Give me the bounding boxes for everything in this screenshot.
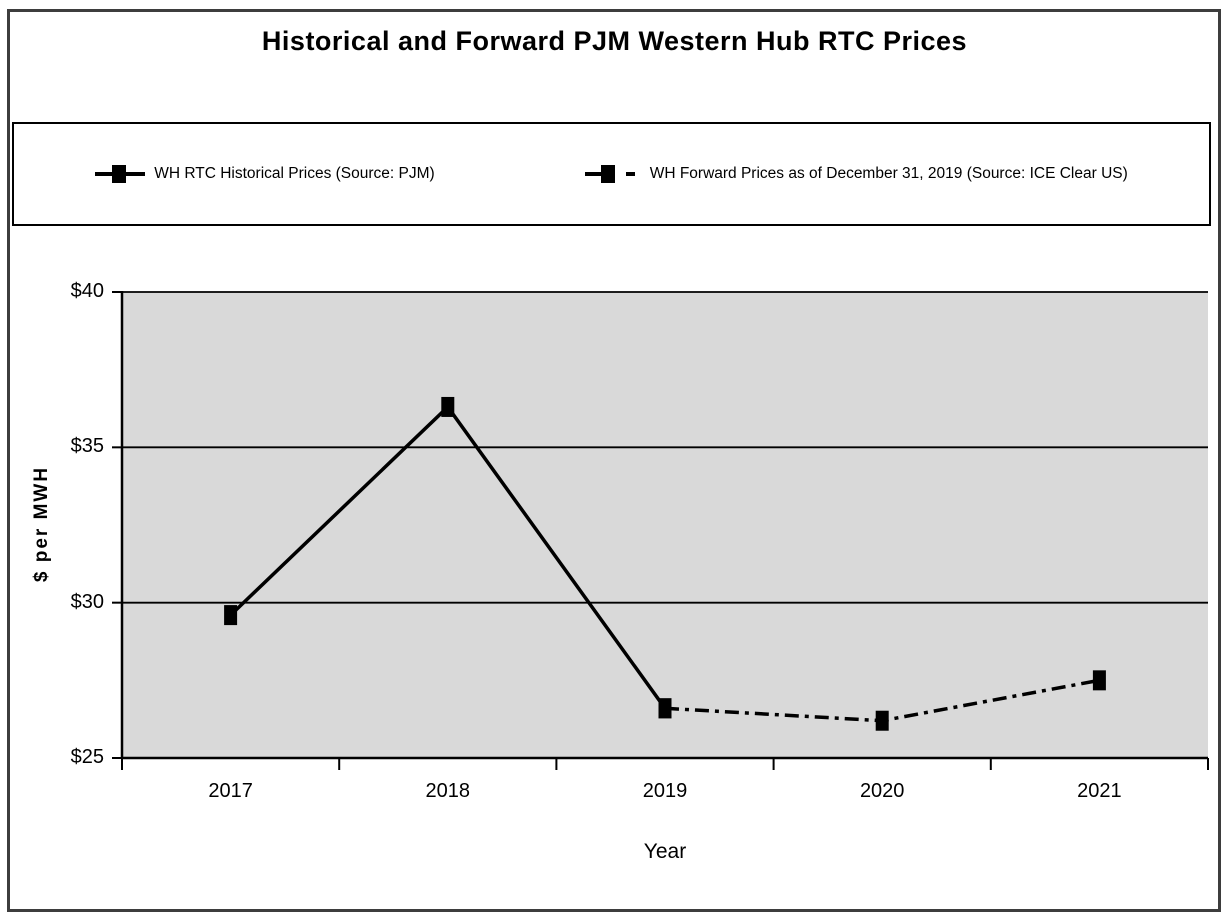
legend-label-forward: WH Forward Prices as of December 31, 201… [649,165,1128,182]
legend-box: WH RTC Historical Prices (Source: PJM) W… [12,122,1211,226]
x-tick-label: 2018 [425,780,471,802]
dash-dot-line-marker-icon [584,165,635,183]
legend-label-historical: WH RTC Historical Prices (Source: PJM) [154,165,435,182]
x-axis-title: Year [643,840,687,863]
data-point-marker [658,698,672,719]
y-axis-title: $ per MWH [31,465,52,583]
y-tick-label: $25 [70,746,104,768]
x-tick-label: 2021 [1077,780,1122,802]
solid-line-marker-icon [95,165,146,183]
legend-entry-forward: WH Forward Prices as of December 31, 201… [584,163,1128,185]
x-tick-label: 2020 [859,780,905,802]
x-tick-label: 2019 [642,780,688,802]
data-point-marker [1092,670,1106,691]
chart-title: Historical and Forward PJM Western Hub R… [261,26,968,56]
y-tick-label: $30 [70,590,104,613]
data-point-marker [441,396,455,417]
y-tick-label: $35 [70,435,104,458]
data-point-marker [224,605,238,626]
y-tick-label: $40 [70,280,104,302]
plot-area [122,292,1208,758]
x-tick-label: 2017 [208,780,253,802]
legend-entry-historical: WH RTC Historical Prices (Source: PJM) [95,163,435,185]
data-point-marker [875,710,889,731]
